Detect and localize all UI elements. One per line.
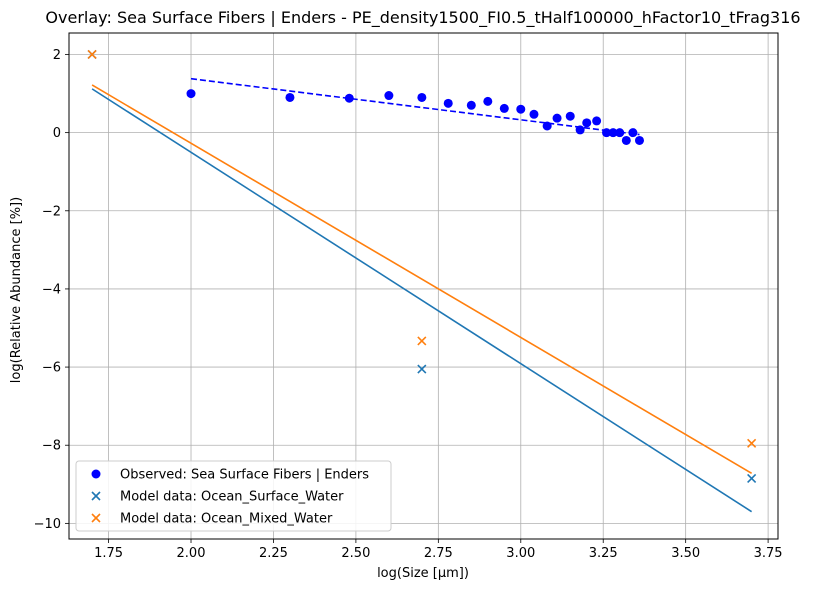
- data-point: [615, 128, 625, 138]
- legend-marker: [91, 513, 101, 523]
- fit-lines: [91, 77, 753, 513]
- data-point: [628, 128, 638, 138]
- data-point: [344, 93, 354, 103]
- x-tick-label: 3.25: [589, 546, 618, 561]
- data-marks: [87, 49, 757, 484]
- x-tick-label: 2.00: [177, 546, 206, 561]
- data-point: [499, 103, 509, 113]
- fit-line: [91, 88, 753, 513]
- ticks: 1.75 2.00 2.25 2.50 2.75 3.00 3.25 3.50 3.75 2 0 −2…: [34, 48, 783, 561]
- data-point: [582, 118, 592, 128]
- x-tick-label: 1.75: [94, 546, 123, 561]
- data-point: [516, 104, 526, 114]
- data-point: [87, 49, 97, 60]
- data-point: [417, 336, 427, 346]
- x-tick-label: 3.50: [671, 546, 700, 561]
- data-point: [747, 438, 757, 448]
- legend-label: Model data: Ocean_Surface_Water: [120, 490, 344, 505]
- data-point: [417, 364, 427, 374]
- legend: Observed: Sea Surface Fibers | Enders Mod…: [75, 460, 392, 532]
- y-tick-label: −6: [42, 361, 61, 376]
- x-tick-label: 2.25: [259, 546, 288, 561]
- x-marker-stroke: [417, 336, 427, 346]
- y-axis-label: log(Relative Abundance [%]): [9, 197, 24, 383]
- x-tick-label: 2.50: [341, 546, 370, 561]
- x-marker-stroke: [87, 49, 97, 60]
- x-marker-stroke: [91, 513, 101, 523]
- x-marker-stroke: [747, 473, 757, 484]
- y-tick-label: −2: [42, 204, 61, 219]
- data-point: [592, 116, 602, 126]
- data-point: [542, 121, 552, 131]
- legend-label: Model data: Ocean_Mixed_Water: [120, 512, 333, 527]
- legend-label: Observed: Sea Surface Fibers | Enders: [120, 468, 369, 483]
- data-point: [417, 92, 427, 102]
- legend-marker: [91, 469, 101, 479]
- y-tick-label: 2: [53, 48, 61, 63]
- data-point: [747, 473, 757, 484]
- x-tick-label: 3.75: [754, 546, 783, 561]
- x-marker-stroke: [417, 364, 427, 374]
- data-point: [621, 135, 631, 145]
- chart-title: Overlay: Sea Surface Fibers | Enders - P…: [45, 8, 800, 28]
- data-point: [466, 100, 476, 110]
- x-tick-label: 3.00: [506, 546, 535, 561]
- data-point: [602, 128, 612, 138]
- plot-frame: [68, 32, 779, 540]
- data-point: [565, 111, 575, 121]
- x-marker-stroke: [91, 491, 101, 501]
- data-point: [443, 98, 453, 108]
- x-tick-label: 2.75: [424, 546, 453, 561]
- data-point: [575, 125, 585, 135]
- y-tick-label: −8: [42, 439, 61, 454]
- fit-line: [91, 84, 753, 475]
- x-axis-label: log(Size [μm]): [377, 566, 469, 581]
- fit-line: [190, 77, 640, 136]
- data-point: [529, 109, 539, 119]
- y-tick-label: −4: [42, 282, 61, 297]
- data-point: [285, 92, 295, 102]
- x-marker-stroke: [747, 438, 757, 448]
- y-tick-label: −10: [34, 517, 61, 532]
- y-tick-label: 0: [53, 126, 61, 141]
- data-point: [608, 128, 618, 138]
- data-point: [552, 113, 562, 123]
- data-point: [384, 91, 394, 101]
- data-point: [186, 89, 196, 99]
- data-point: [634, 135, 644, 145]
- data-point: [483, 96, 493, 106]
- legend-marker: [91, 491, 101, 501]
- legend-box: [75, 460, 392, 532]
